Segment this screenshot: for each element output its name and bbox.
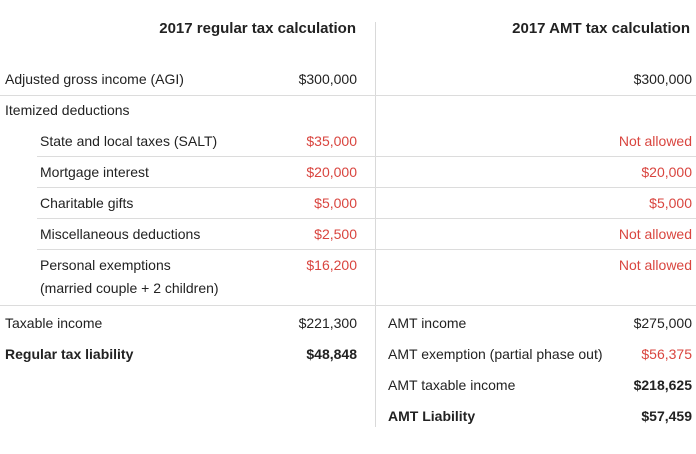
- charitable-amt-value: $5,000: [649, 195, 692, 211]
- exemptions-amt-value: Not allowed: [618, 257, 692, 273]
- exemptions-label: Personal exemptions: [40, 257, 171, 273]
- row-divider: [0, 305, 696, 306]
- mortgage-label: Mortgage interest: [40, 164, 149, 180]
- mortgage-amt-value: $20,000: [641, 164, 692, 180]
- regular-tax-header: 2017 regular tax calculation: [159, 20, 356, 37]
- taxable-income-value: $221,300: [298, 315, 357, 331]
- amt-taxable-income-value: $218,625: [633, 377, 692, 393]
- misc-amt-value: Not allowed: [618, 226, 692, 242]
- salt-regular-value: $35,000: [306, 133, 357, 149]
- row-divider: [37, 249, 696, 250]
- agi-regular-value: $300,000: [298, 71, 357, 87]
- amt-income-label: AMT income: [388, 315, 467, 331]
- regular-liability-value: $48,848: [306, 346, 357, 362]
- row-divider: [0, 95, 696, 96]
- column-divider: [375, 22, 376, 427]
- amt-income-value: $275,000: [633, 315, 692, 331]
- charitable-label: Charitable gifts: [40, 195, 134, 211]
- amt-liability-label: AMT Liability: [388, 408, 476, 424]
- amt-tax-header: 2017 AMT tax calculation: [512, 20, 690, 37]
- row-divider: [37, 156, 696, 157]
- row-divider: [37, 187, 696, 188]
- agi-amt-value: $300,000: [633, 71, 692, 87]
- exemptions-regular-value: $16,200: [306, 257, 357, 273]
- charitable-regular-value: $5,000: [314, 195, 357, 211]
- exemptions-sublabel: (married couple + 2 children): [40, 280, 219, 296]
- misc-deductions-label: Miscellaneous deductions: [40, 226, 201, 242]
- amt-liability-value: $57,459: [641, 408, 692, 424]
- mortgage-regular-value: $20,000: [306, 164, 357, 180]
- itemized-deductions-label: Itemized deductions: [5, 102, 130, 118]
- misc-regular-value: $2,500: [314, 226, 357, 242]
- row-divider: [37, 218, 696, 219]
- salt-label: State and local taxes (SALT): [40, 133, 218, 149]
- taxable-income-label: Taxable income: [5, 315, 103, 331]
- amt-exemption-value: $56,375: [641, 346, 692, 362]
- amt-taxable-income-label: AMT taxable income: [388, 377, 516, 393]
- amt-exemption-label: AMT exemption (partial phase out): [388, 346, 603, 362]
- salt-amt-value: Not allowed: [618, 133, 692, 149]
- regular-liability-label: Regular tax liability: [5, 346, 134, 362]
- agi-label: Adjusted gross income (AGI): [5, 71, 184, 87]
